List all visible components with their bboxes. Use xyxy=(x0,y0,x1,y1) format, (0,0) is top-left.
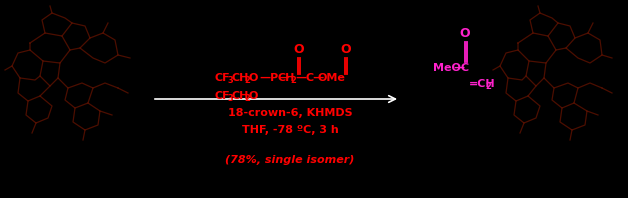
Text: —: — xyxy=(453,63,464,73)
Text: 2: 2 xyxy=(485,82,491,90)
Text: (78%, single isomer): (78%, single isomer) xyxy=(225,155,355,165)
Text: O: O xyxy=(340,43,351,56)
Text: O: O xyxy=(249,73,258,83)
Text: 3: 3 xyxy=(227,75,233,85)
Text: 18-crown-6, KHMDS: 18-crown-6, KHMDS xyxy=(228,108,352,118)
Text: O: O xyxy=(460,27,470,40)
Text: —: — xyxy=(295,73,306,83)
Text: 2: 2 xyxy=(244,93,250,103)
Text: CH: CH xyxy=(232,91,249,101)
Text: 2: 2 xyxy=(244,75,250,85)
Text: O: O xyxy=(249,91,258,101)
Text: MeO: MeO xyxy=(433,63,461,73)
Text: 3: 3 xyxy=(227,93,233,103)
Text: C—: C— xyxy=(306,73,325,83)
Text: CH: CH xyxy=(278,73,295,83)
Text: C: C xyxy=(461,63,469,73)
Text: OMe: OMe xyxy=(318,73,346,83)
FancyArrowPatch shape xyxy=(154,96,396,102)
Text: CF: CF xyxy=(215,73,230,83)
Text: —P—: —P— xyxy=(259,73,290,83)
Text: O: O xyxy=(294,43,305,56)
Text: THF, -78 ºC, 3 h: THF, -78 ºC, 3 h xyxy=(242,125,338,135)
Text: CF: CF xyxy=(215,91,230,101)
Text: =CH: =CH xyxy=(469,79,495,89)
Text: CH: CH xyxy=(232,73,249,83)
Text: 2: 2 xyxy=(290,75,296,85)
